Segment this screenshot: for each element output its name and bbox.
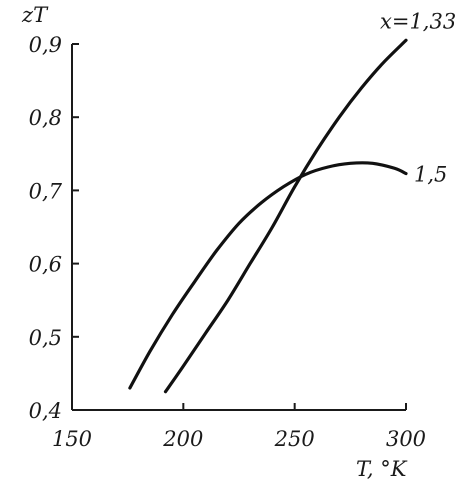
series-label: 1,5 <box>414 163 447 187</box>
x-axis-title: T, °K <box>356 457 408 481</box>
series-group: x=1,33 1,5 <box>128 9 456 394</box>
x-ticks: 150 200 250 300 <box>52 403 426 451</box>
y-tick-label: 0,8 <box>29 106 62 130</box>
y-tick-label: 0,4 <box>29 399 62 423</box>
series-label: x=1,33 <box>380 9 456 33</box>
series-line <box>163 38 408 394</box>
y-axis-title: zT <box>21 3 49 27</box>
x-tick-label: 150 <box>52 427 92 451</box>
axes <box>71 44 406 411</box>
x-tick-label: 250 <box>274 427 315 451</box>
x-tick-label: 200 <box>162 427 203 451</box>
y-tick-label: 0,9 <box>29 33 62 57</box>
x-tick-label: 300 <box>386 427 426 451</box>
y-tick-label: 0,7 <box>29 179 63 203</box>
y-ticks: 0,4 0,5 0,6 0,7 0,8 0,9 <box>29 33 79 423</box>
y-tick-label: 0,6 <box>29 253 62 277</box>
y-tick-label: 0,5 <box>29 326 62 350</box>
series-line <box>128 161 408 390</box>
